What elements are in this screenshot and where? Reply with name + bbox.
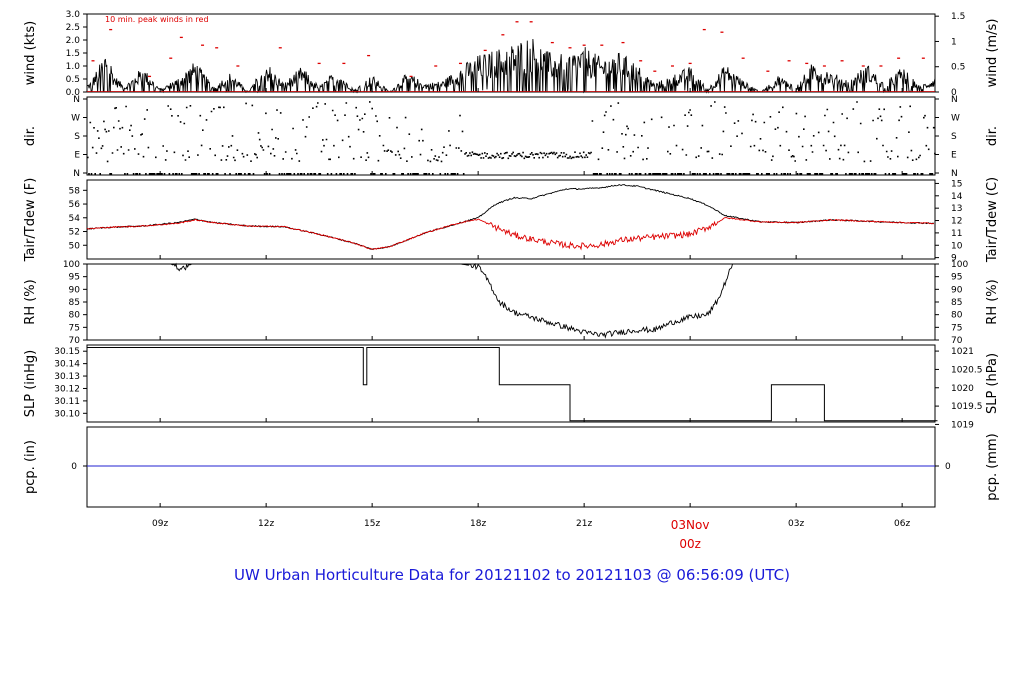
rh-line <box>87 262 934 339</box>
y-tick-label-right-0-1: 0.5 <box>951 63 965 73</box>
y-tick-label-right-2-4: 13 <box>951 204 962 214</box>
y-tick-label-left-2-4: 58 <box>69 186 81 196</box>
y-tick-label-left-4-5: 30.15 <box>54 347 80 357</box>
panel-frame-4 <box>86 344 936 423</box>
y-tick-label-left-0-1: 0.5 <box>66 75 80 85</box>
x-tick-label-6: 03z <box>788 519 804 529</box>
y-tick-label-left-1-0: N <box>73 169 80 179</box>
wind-speed-line <box>86 38 936 94</box>
y-tick-label-right-3-4: 90 <box>951 285 963 295</box>
y-tick-label-right-3-0: 70 <box>951 336 963 346</box>
y-tick-label-right-3-5: 95 <box>951 273 962 283</box>
y-tick-label-right-3-1: 75 <box>951 323 962 333</box>
y-tick-label-right-0-2: 1 <box>951 37 957 47</box>
y-tick-label-right-3-6: 100 <box>951 260 968 270</box>
y-tick-label-left-0-3: 1.5 <box>66 49 80 59</box>
y-tick-label-left-2-0: 50 <box>69 241 81 251</box>
panel-frame-2 <box>86 179 936 260</box>
y-axis-label-right-0: wind (m/s) <box>985 19 1000 88</box>
y-tick-label-left-0-0: 0.0 <box>66 88 81 98</box>
y-tick-label-left-2-3: 56 <box>69 200 81 210</box>
y-tick-label-right-3-2: 80 <box>951 311 963 321</box>
x-tick-label-7: 06z <box>894 519 910 529</box>
y-tick-label-right-2-5: 14 <box>951 192 963 202</box>
tdew-line <box>86 217 934 251</box>
panel-frame-3 <box>86 263 936 341</box>
x-tick-label-3: 18z <box>470 519 486 529</box>
y-tick-label-right-1-2: S <box>951 132 957 142</box>
y-tick-label-left-0-4: 2.0 <box>66 36 81 46</box>
y-axis-label-left-1: dir. <box>23 126 38 146</box>
y-tick-label-left-3-2: 80 <box>69 311 81 321</box>
y-axis-label-left-5: pcp. (in) <box>23 440 38 494</box>
y-tick-label-left-5-0: 0 <box>71 462 77 472</box>
y-tick-label-right-2-3: 12 <box>951 217 962 227</box>
y-axis-label-left-4: SLP (inHg) <box>23 350 38 418</box>
y-tick-label-left-3-3: 85 <box>69 298 80 308</box>
y-tick-label-left-2-1: 52 <box>69 228 80 238</box>
y-tick-label-left-3-5: 95 <box>69 273 80 283</box>
y-axis-label-left-2: Tair/Tdew (F) <box>23 178 38 263</box>
y-axis-label-right-3: RH (%) <box>985 279 1000 324</box>
y-axis-label-right-4: SLP (hPa) <box>985 353 1000 414</box>
y-tick-label-left-1-4: N <box>73 95 80 105</box>
y-tick-label-right-2-0: 9 <box>951 254 957 264</box>
y-axis-label-right-5: pcp. (mm) <box>985 433 1000 500</box>
y-tick-label-right-5-0: 0 <box>945 462 951 472</box>
y-tick-label-right-4-0: 1019 <box>951 420 974 430</box>
x-tick-label-5: 03Nov <box>671 518 710 532</box>
y-tick-label-right-3-3: 85 <box>951 298 962 308</box>
y-tick-label-left-0-2: 1.0 <box>66 62 81 72</box>
y-tick-label-right-4-3: 1020.5 <box>951 365 983 375</box>
y-tick-label-left-3-4: 90 <box>69 285 81 295</box>
y-tick-label-right-2-1: 10 <box>951 241 963 251</box>
y-tick-label-left-1-1: E <box>74 151 80 161</box>
y-tick-label-left-3-6: 100 <box>63 260 80 270</box>
y-axis-label-right-2: Tair/Tdew (C) <box>985 177 1000 263</box>
y-tick-label-left-1-3: W <box>71 114 80 124</box>
y-tick-label-right-1-3: W <box>951 114 960 124</box>
y-tick-label-right-2-2: 11 <box>951 229 962 239</box>
y-tick-label-right-1-1: E <box>951 151 957 161</box>
y-tick-label-right-0-0: 0 <box>951 88 957 98</box>
y-tick-label-right-4-1: 1019.5 <box>951 402 983 412</box>
slp-line <box>87 347 938 422</box>
y-tick-label-right-0-3: 1.5 <box>951 12 965 22</box>
y-tick-label-right-1-0: N <box>951 169 958 179</box>
y-tick-label-left-4-4: 30.14 <box>54 360 80 370</box>
y-tick-label-left-4-3: 30.13 <box>54 372 80 382</box>
y-axis-label-right-1: dir. <box>985 126 1000 146</box>
x-tick-label-2: 15z <box>364 519 380 529</box>
y-tick-label-right-4-4: 1021 <box>951 347 974 357</box>
figure-title: UW Urban Horticulture Data for 20121102 … <box>234 566 790 584</box>
y-axis-label-left-0: wind (kts) <box>23 21 38 85</box>
tair-line <box>86 183 934 251</box>
y-tick-label-left-4-2: 30.12 <box>54 384 80 394</box>
y-tick-label-left-2-2: 54 <box>69 214 81 224</box>
y-axis-label-left-3: RH (%) <box>23 279 38 324</box>
panel-frame-5 <box>86 426 936 508</box>
x-tick-label-4: 21z <box>576 519 592 529</box>
y-tick-label-left-0-5: 2.5 <box>66 23 80 33</box>
y-tick-label-left-3-1: 75 <box>69 323 80 333</box>
y-tick-label-left-3-0: 70 <box>69 336 81 346</box>
x-tick-label-1: 12z <box>258 519 274 529</box>
y-tick-label-left-0-6: 3.0 <box>66 10 81 20</box>
x-tick-label-0: 09z <box>152 519 168 529</box>
y-tick-label-left-4-1: 30.11 <box>54 397 80 407</box>
y-tick-label-left-4-0: 30.10 <box>54 409 80 419</box>
y-tick-label-left-1-2: S <box>74 132 80 142</box>
wind-annotation: 10 min. peak winds in red <box>105 15 209 24</box>
x-day-hour-label: 00z <box>679 537 701 551</box>
y-tick-label-right-2-6: 15 <box>951 179 962 189</box>
wind-direction-points <box>87 101 936 175</box>
y-tick-label-right-1-4: N <box>951 95 958 105</box>
y-tick-label-right-4-2: 1020 <box>951 384 974 394</box>
